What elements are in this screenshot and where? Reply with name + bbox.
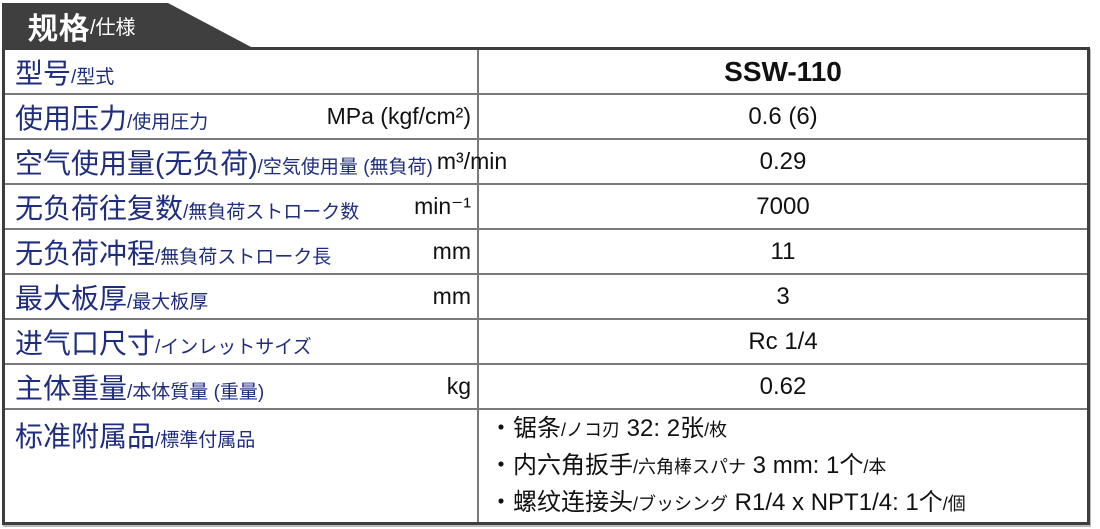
value-text: 7000 <box>756 192 810 220</box>
label-jp: /型式 <box>71 66 115 88</box>
spec-row-operating-pressure: 使用压力/使用圧力 MPa (kgf/cm²) 0.6 (6) <box>5 95 1087 140</box>
spec-row-standard-accessories: 标准附属品/標準付属品 ・锯条/ノコ刃 32: 2张/枚 ・内六角扳手/六角棒スパナ… <box>5 410 1087 522</box>
banner-title-jp: /仕様 <box>90 16 136 39</box>
value-text: 0.29 <box>759 147 807 175</box>
label-zh: 无负荷往复数 <box>15 192 184 224</box>
label-jp: /本体質量 (重量) <box>127 381 265 403</box>
value-text: Rc 1/4 <box>748 327 818 355</box>
accessory-segment: R1/4 x NPT1/4: 1个 <box>728 488 943 516</box>
label-jp: /インレットサイズ <box>155 336 312 358</box>
label-jp: /無負荷ストローク数 <box>183 201 360 223</box>
spec-table: 型号/型式 SSW-110 使用压力/使用圧力 MPa (kgf/cm²) 0.6 (6… <box>2 47 1090 525</box>
accessory-segment: 32: 2张 <box>620 414 705 442</box>
label-zh: 最大板厚 <box>15 282 128 314</box>
label-cell-no-load-stroke-length: 无负荷冲程/無負荷ストローク長 mm <box>5 230 479 273</box>
label-cell-standard-accessories: 标准附属品/標準付属品 <box>5 410 479 522</box>
accessory-segment: ・锯条 <box>489 414 561 442</box>
value-text: 11 <box>770 237 796 265</box>
accessory-item: ・螺纹连接头/ブッシング R1/4 x NPT1/4: 1个/個 <box>489 485 966 522</box>
label-jp: /標準付属品 <box>155 430 256 451</box>
spec-row-inlet-size: 进气口尺寸/インレットサイズ Rc 1/4 <box>5 320 1087 365</box>
accessory-segment: /ブッシング <box>633 493 729 514</box>
value-text: 3 <box>776 282 790 310</box>
label-text: 无负荷往复数/無負荷ストローク数 <box>15 187 410 227</box>
label-text: 标准附属品/標準付属品 <box>15 415 471 455</box>
accessory-segment: /個 <box>942 493 966 514</box>
unit-label: mm <box>432 283 471 309</box>
label-text: 无负荷冲程/無負荷ストローク長 <box>15 232 429 272</box>
value-cell-no-load-stroke-length: 11 <box>479 230 1087 273</box>
label-zh: 型号 <box>15 57 72 89</box>
label-jp: /無負荷ストローク長 <box>155 246 332 268</box>
value-cell-max-plate-thickness: 3 <box>479 275 1087 318</box>
value-cell-body-weight: 0.62 <box>479 365 1087 408</box>
label-text: 空气使用量(无负荷)/空気使用量 (無負荷) <box>15 142 433 182</box>
accessory-segment: /枚 <box>704 419 728 440</box>
value-cell-inlet-size: Rc 1/4 <box>479 320 1087 363</box>
label-text: 主体重量/本体質量 (重量) <box>15 367 443 407</box>
value-cell-model: SSW-110 <box>479 50 1087 93</box>
label-jp: /使用圧力 <box>127 111 209 133</box>
label-cell-max-plate-thickness: 最大板厚/最大板厚 mm <box>5 275 479 318</box>
value-cell-standard-accessories: ・锯条/ノコ刃 32: 2张/枚 ・内六角扳手/六角棒スパナ 3 mm: 1个/本… <box>479 410 1087 522</box>
label-zh: 主体重量 <box>15 372 128 404</box>
unit-label: MPa (kgf/cm²) <box>326 103 471 129</box>
accessory-segment: /ノコ刃 <box>561 419 621 440</box>
value-text: SSW-110 <box>724 55 842 87</box>
banner-title-zh: 规格 <box>28 12 90 46</box>
label-text: 型号/型式 <box>15 52 471 92</box>
accessory-item: ・锯条/ノコ刃 32: 2张/枚 <box>489 411 727 448</box>
label-zh: 无负荷冲程 <box>15 237 156 269</box>
spec-row-no-load-strokes: 无负荷往复数/無負荷ストローク数 min⁻¹ 7000 <box>5 185 1087 230</box>
unit-label: min⁻¹ <box>414 193 471 219</box>
label-zh: 进气口尺寸 <box>15 327 156 359</box>
spec-row-model: 型号/型式 SSW-110 <box>5 50 1087 95</box>
accessory-segment: /六角棒スパナ <box>633 456 747 477</box>
label-cell-operating-pressure: 使用压力/使用圧力 MPa (kgf/cm²) <box>5 95 479 138</box>
value-cell-operating-pressure: 0.6 (6) <box>479 95 1087 138</box>
value-cell-air-consumption: 0.29 <box>479 140 1087 183</box>
spec-row-max-plate-thickness: 最大板厚/最大板厚 mm 3 <box>5 275 1087 320</box>
accessory-segment: /本 <box>863 456 887 477</box>
label-text: 最大板厚/最大板厚 <box>15 277 429 317</box>
spec-row-body-weight: 主体重量/本体質量 (重量) kg 0.62 <box>5 365 1087 410</box>
label-cell-model: 型号/型式 <box>5 50 479 93</box>
unit-label: mm <box>432 238 471 264</box>
section-banner: 规格/仕様 <box>2 3 253 48</box>
accessory-item: ・内六角扳手/六角棒スパナ 3 mm: 1个/本 <box>489 448 886 485</box>
label-zh: 空气使用量(无负荷) <box>15 147 258 179</box>
spec-row-air-consumption: 空气使用量(无负荷)/空気使用量 (無負荷) m³/min 0.29 <box>5 140 1087 185</box>
spec-row-no-load-stroke-length: 无负荷冲程/無負荷ストローク長 mm 11 <box>5 230 1087 275</box>
label-cell-air-consumption: 空气使用量(无负荷)/空気使用量 (無負荷) m³/min <box>5 140 507 183</box>
unit-label: kg <box>446 373 471 399</box>
label-text: 进气口尺寸/インレットサイズ <box>15 322 471 362</box>
label-jp: /空気使用量 (無負荷) <box>257 156 433 178</box>
label-cell-body-weight: 主体重量/本体質量 (重量) kg <box>5 365 479 408</box>
value-text: 0.6 (6) <box>748 102 818 130</box>
unit-label: m³/min <box>436 148 508 174</box>
label-cell-no-load-strokes: 无负荷往复数/無負荷ストローク数 min⁻¹ <box>5 185 479 228</box>
label-text: 使用压力/使用圧力 <box>15 97 323 137</box>
label-jp: /最大板厚 <box>127 291 209 313</box>
accessory-segment: ・内六角扳手 <box>489 451 633 479</box>
value-text: 0.62 <box>759 372 807 400</box>
accessory-segment: 3 mm: 1个 <box>746 451 864 479</box>
value-cell-no-load-strokes: 7000 <box>479 185 1087 228</box>
label-zh: 使用压力 <box>15 102 128 134</box>
label-cell-inlet-size: 进气口尺寸/インレットサイズ <box>5 320 479 363</box>
label-zh: 标准附属品 <box>15 421 156 452</box>
accessory-segment: ・螺纹连接头 <box>489 488 633 516</box>
